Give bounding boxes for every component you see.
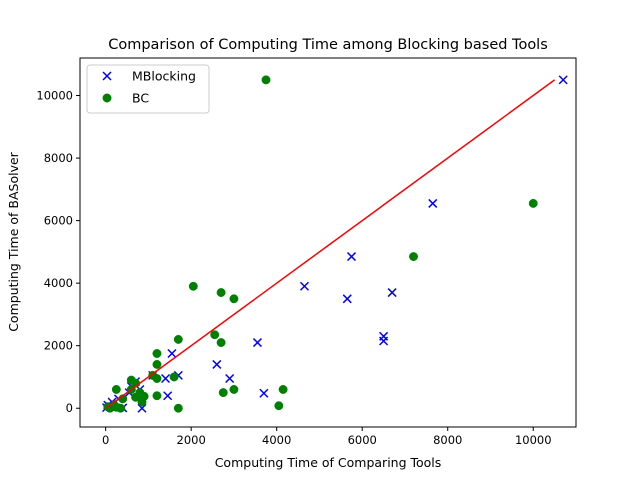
- y-tick-label: 10000: [36, 89, 73, 103]
- data-point-bc: [152, 374, 162, 383]
- data-point-mblocking-stroke-b: [212, 359, 222, 369]
- data-point-mblocking-stroke-b: [346, 252, 357, 262]
- data-point-mblocking: [163, 391, 173, 401]
- data-point-mblocking: [225, 373, 235, 384]
- data-point-bc: [261, 75, 271, 85]
- x-tick-label: 8000: [433, 433, 462, 447]
- data-point-bc: [278, 385, 288, 394]
- data-point-bc: [218, 388, 228, 398]
- data-point-bc: [152, 349, 162, 358]
- data-point-bc: [274, 401, 284, 411]
- data-point-mblocking: [299, 281, 310, 291]
- x-tick-label: 10000: [515, 433, 552, 447]
- data-point-bc: [173, 334, 183, 344]
- data-point-mblocking-stroke-b: [252, 338, 262, 348]
- data-point-mblocking-stroke-b: [379, 336, 389, 346]
- data-point-mblocking: [428, 198, 438, 208]
- plot-area: [101, 75, 568, 413]
- data-point-mblocking-stroke-b: [558, 75, 568, 85]
- data-point-mblocking: [387, 288, 397, 298]
- data-point-bc: [216, 288, 226, 297]
- chart-title: Comparison of Computing Time among Block…: [108, 37, 548, 53]
- data-point-mblocking-stroke-b: [137, 403, 147, 413]
- data-point-bc: [152, 391, 162, 401]
- data-point-mblocking: [160, 373, 171, 384]
- y-tick-label: 2000: [44, 339, 73, 353]
- legend: MBlocking BC: [86, 64, 210, 114]
- data-point-bc: [216, 338, 226, 348]
- data-point-bc: [137, 397, 147, 407]
- data-point-mblocking: [259, 388, 269, 398]
- data-point-mblocking: [167, 348, 177, 359]
- reference-line: [105, 79, 556, 409]
- data-point-bc: [173, 403, 183, 413]
- data-point-mblocking-stroke-b: [167, 348, 177, 359]
- y-tick-label: 0: [66, 401, 73, 415]
- axes-frame: [79, 57, 577, 428]
- data-point-bc: [131, 392, 141, 402]
- x-tick-label: 4000: [262, 433, 291, 447]
- legend-marker-mblocking-stroke-b: [102, 71, 112, 81]
- x-tick-label: 6000: [348, 433, 377, 447]
- x-axis-ticks: 0 2000 4000 6000 8000 10000: [102, 427, 552, 447]
- legend-label: BC: [132, 91, 149, 106]
- data-point-bc: [409, 252, 418, 262]
- y-axis-ticks: 0 2000 4000 6000 8000 10000: [36, 89, 80, 415]
- data-point-mblocking-stroke-b: [299, 281, 310, 291]
- data-point-bc: [229, 385, 239, 394]
- data-point-bc: [152, 360, 162, 369]
- data-point-mblocking: [212, 359, 222, 369]
- data-point-mblocking-stroke-b: [259, 388, 269, 398]
- y-tick-label: 8000: [44, 151, 73, 165]
- data-point-mblocking: [342, 294, 352, 304]
- data-point-mblocking: [379, 336, 389, 346]
- data-point-bc: [210, 330, 220, 340]
- data-point-mblocking: [252, 338, 262, 348]
- data-point-bc: [116, 403, 126, 413]
- data-point-bc: [111, 385, 121, 394]
- data-point-bc: [229, 294, 239, 304]
- data-point-bc: [188, 281, 198, 291]
- data-point-mblocking-stroke-b: [225, 373, 235, 384]
- data-point-mblocking-stroke-b: [342, 294, 352, 304]
- y-tick-label: 6000: [44, 214, 73, 228]
- legend-label: MBlocking: [132, 69, 196, 84]
- data-point-mblocking: [346, 252, 357, 262]
- x-axis-label: Computing Time of Comparing Tools: [215, 455, 442, 470]
- data-point-bc: [169, 372, 179, 382]
- data-point-mblocking: [558, 75, 568, 85]
- legend-box: [86, 64, 210, 114]
- data-point-mblocking: [137, 403, 147, 413]
- data-point-mblocking-stroke-b: [387, 288, 397, 298]
- y-tick-label: 4000: [44, 276, 73, 290]
- data-point-mblocking-stroke-b: [163, 391, 173, 401]
- data-point-mblocking-stroke-b: [428, 198, 438, 208]
- legend-marker-mblocking: [102, 71, 112, 81]
- data-point-mblocking-stroke-b: [160, 373, 171, 384]
- x-tick-label: 0: [102, 433, 109, 447]
- y-axis-label: Computing Time of BASolver: [6, 151, 21, 331]
- x-tick-label: 2000: [177, 433, 206, 447]
- legend-marker-bc: [102, 93, 112, 103]
- data-point-bc: [528, 198, 538, 208]
